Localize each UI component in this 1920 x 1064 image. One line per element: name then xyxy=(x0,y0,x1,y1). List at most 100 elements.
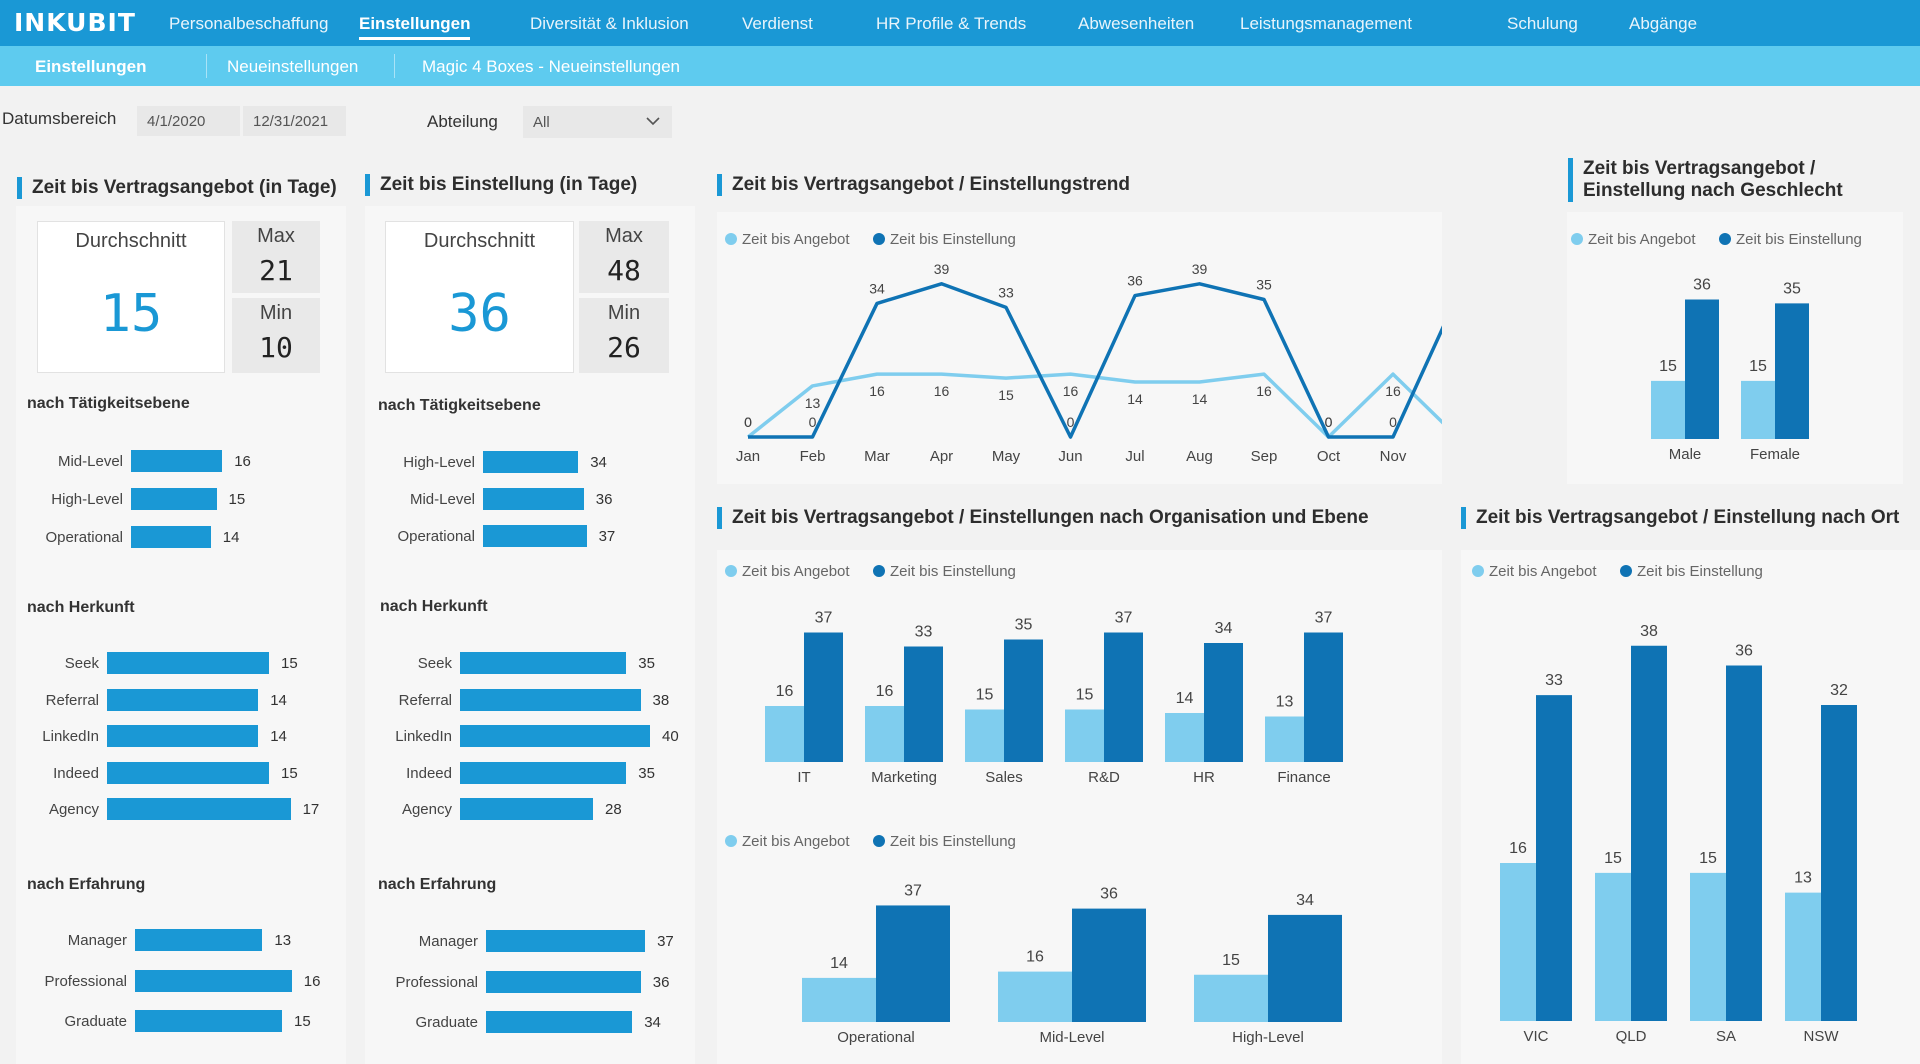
bar-data-label: 15 xyxy=(1604,850,1622,867)
bar-label: High-Level xyxy=(403,454,475,471)
bar-row: Mid-Level 16 xyxy=(16,450,346,472)
month-label: Jun xyxy=(1058,448,1082,465)
bar-value: 13 xyxy=(274,932,292,949)
legend-label-offer: Zeit bis Angebot xyxy=(742,833,850,850)
hire-max-value: 48 xyxy=(607,254,641,287)
bar-value: 15 xyxy=(294,1013,311,1030)
category-label: Operational xyxy=(837,1029,915,1046)
hire-avg-label: Durchschnitt xyxy=(423,230,536,252)
bar-offer xyxy=(998,971,1072,1022)
bar-data-label: 37 xyxy=(815,610,833,627)
offer-max-value: 21 xyxy=(259,254,293,287)
bar xyxy=(107,688,259,711)
nav-abwesenheiten[interactable]: Abwesenheiten xyxy=(1078,14,1195,33)
month-label: Jan xyxy=(736,448,760,465)
title-offer-kpi: Zeit bis Vertragsangebot (in Tage) xyxy=(17,177,337,199)
line-offer xyxy=(746,372,1459,439)
bar-value: 34 xyxy=(590,454,607,471)
bar-hire xyxy=(1726,665,1762,1021)
legend-label-hire: Zeit bis Einstellung xyxy=(890,231,1016,248)
department-label: Abteilung xyxy=(427,112,498,131)
nav-personalbeschaffung[interactable]: Personalbeschaffung xyxy=(169,14,329,33)
category-label: High-Level xyxy=(1232,1029,1304,1046)
bar-label: Graduate xyxy=(415,1014,478,1031)
offer-min-card: Min 10 xyxy=(232,298,320,373)
bar-label: Agency xyxy=(401,801,452,818)
bar-row: Operational 37 xyxy=(365,525,695,547)
bar-data-label: 34 xyxy=(1215,620,1233,637)
hire-kpi-panel: Durchschnitt 36 Max 48 Min 26 nach Tätig… xyxy=(365,206,695,1064)
month-label: May xyxy=(992,448,1021,465)
bar-value: 37 xyxy=(598,528,616,545)
bar xyxy=(486,930,646,952)
offer-level-heading: nach Tätigkeitsebene xyxy=(27,395,190,412)
nav-leistungsmanagement[interactable]: Leistungsmanagement xyxy=(1240,14,1413,33)
category-label: Marketing xyxy=(871,769,937,786)
bar xyxy=(460,761,627,784)
department-select[interactable]: All xyxy=(523,106,672,138)
legend-label-hire: Zeit bis Einstellung xyxy=(890,833,1016,850)
subnav-neueinstellungen[interactable]: Neueinstellungen xyxy=(227,57,359,76)
bar-hire xyxy=(1536,695,1572,1021)
bar-row: Mid-Level 36 xyxy=(365,488,695,510)
date-from-field[interactable]: 4/1/2020 xyxy=(137,106,240,136)
nav-einstellungen[interactable]: Einstellungen xyxy=(359,14,471,40)
bar xyxy=(483,488,584,510)
nav-verdienst[interactable]: Verdienst xyxy=(742,14,813,33)
subnav-separator xyxy=(206,54,207,78)
legend-label-offer: Zeit bis Angebot xyxy=(742,231,850,248)
offer-avg-value: 15 xyxy=(99,284,163,344)
bar-data-label: 36 xyxy=(1735,643,1753,660)
bar xyxy=(460,688,641,711)
legend-marker-hire xyxy=(873,233,885,245)
bar-label: Graduate xyxy=(64,1013,127,1030)
nav-diversitaet[interactable]: Diversität & Inklusion xyxy=(530,14,689,33)
bar-label: Indeed xyxy=(406,764,452,782)
bar-label: Indeed xyxy=(53,764,99,782)
nav-schulung[interactable]: Schulung xyxy=(1507,14,1578,33)
bar-value: 28 xyxy=(605,801,622,818)
bar-data-label: 36 xyxy=(1693,277,1711,294)
bar-hire xyxy=(1685,299,1719,439)
line-data-label: 13 xyxy=(805,395,821,411)
bar-value: 36 xyxy=(595,491,613,508)
bar-data-label: 38 xyxy=(1640,623,1658,640)
bar-value: 40 xyxy=(662,728,679,745)
bar-data-label: 15 xyxy=(1749,358,1767,375)
nav-hr-profile[interactable]: HR Profile & Trends xyxy=(876,14,1027,33)
date-to-field[interactable]: 12/31/2021 xyxy=(243,106,346,136)
offer-avg-label: Durchschnitt xyxy=(75,230,187,252)
line-data-label: 0 xyxy=(744,414,752,430)
bar-value: 35 xyxy=(638,655,655,672)
sub-nav: Einstellungen Neueinstellungen Magic 4 B… xyxy=(0,46,1920,86)
bar xyxy=(135,1010,282,1032)
bar-offer xyxy=(1065,709,1104,762)
bar-label: Referral xyxy=(398,691,452,709)
bar-offer xyxy=(1500,863,1536,1021)
nav-abgaenge[interactable]: Abgänge xyxy=(1629,14,1698,33)
bar-label: Referral xyxy=(45,691,99,709)
legend-marker-offer xyxy=(725,565,737,577)
line-data-label: 0 xyxy=(744,414,752,430)
line-data-label: 0 xyxy=(809,414,817,430)
bar xyxy=(460,725,650,747)
bar-offer xyxy=(765,706,804,762)
month-label: Nov xyxy=(1380,448,1407,465)
title-location: Zeit bis Vertragsangebot / Einstellung n… xyxy=(1461,507,1899,529)
trend-chart-panel: Zeit bis Angebot Zeit bis Einstellung 0 13 1… xyxy=(717,212,1471,484)
bar-row: Professional 36 xyxy=(365,970,695,993)
subnav-magic-4-boxes[interactable]: Magic 4 Boxes - Neueinstellungen xyxy=(422,57,680,76)
hire-avg-value: 36 xyxy=(448,284,511,344)
subnav-einstellungen[interactable]: Einstellungen xyxy=(35,57,147,76)
bar-offer xyxy=(1785,892,1821,1021)
bar xyxy=(131,488,217,510)
offer-source-heading: nach Herkunft xyxy=(27,599,135,616)
bar-label: High-Level xyxy=(51,491,123,508)
bar-offer xyxy=(1595,872,1631,1021)
line-data-label: 0 xyxy=(1067,414,1075,430)
hire-source-heading: nach Herkunft xyxy=(380,598,488,615)
line-data-label: 0 xyxy=(1325,414,1333,430)
date-range-label: Datumsbereich xyxy=(2,109,117,128)
bar-data-label: 14 xyxy=(1176,690,1194,707)
bar-data-label: 35 xyxy=(1015,617,1033,634)
